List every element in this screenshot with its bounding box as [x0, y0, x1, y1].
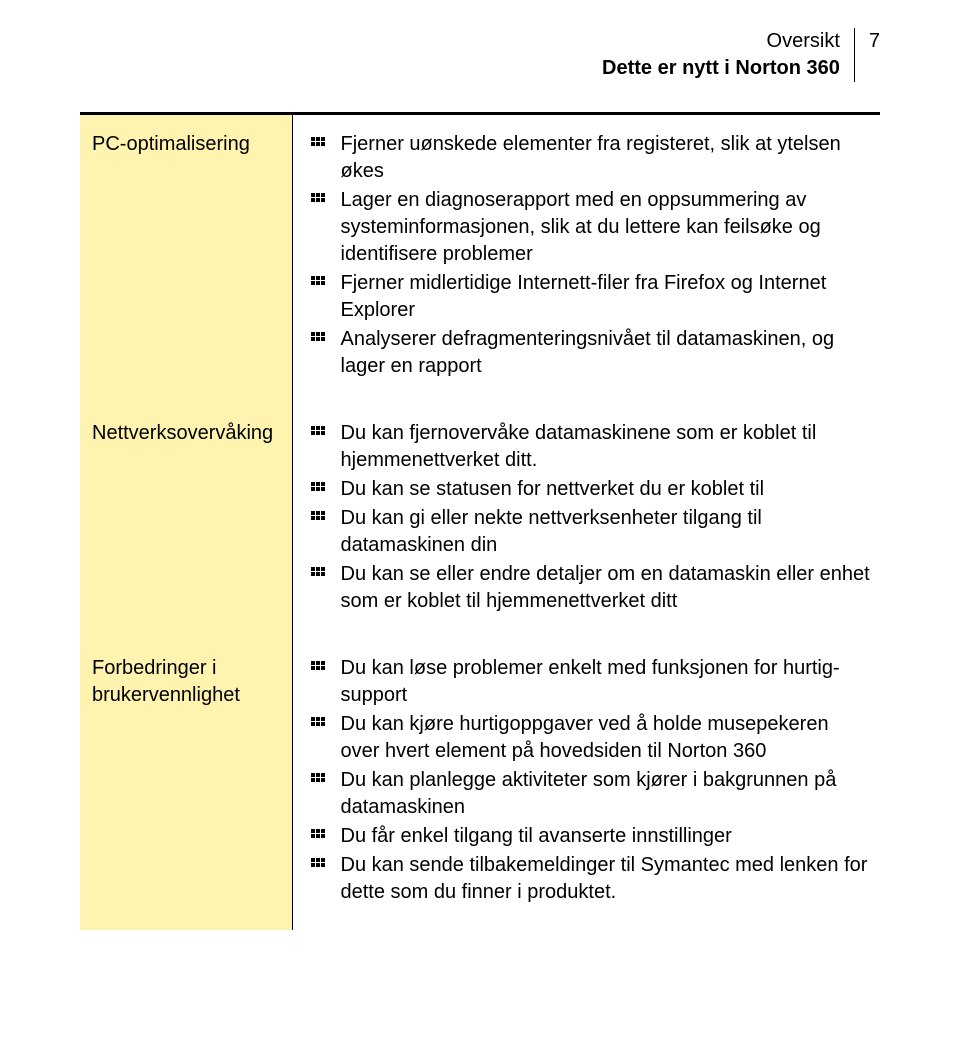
list-item: Du kan sende tilbakemeldinger til Symant… — [311, 852, 873, 906]
row-label-net: Nettverksovervåking — [80, 404, 292, 639]
header-section: Oversikt — [602, 28, 840, 55]
table-row: Forbedringer i brukervennlighet Du kan l… — [80, 639, 880, 930]
row-content-net: Du kan fjernovervåke datamaskinene som e… — [292, 404, 880, 639]
header-row: Oversikt Dette er nytt i Norton 360 7 — [80, 28, 880, 82]
list-item: Du kan se eller endre detaljer om en dat… — [311, 561, 873, 615]
list-item: Analyserer defragmenteringsnivået til da… — [311, 326, 873, 380]
list-item: Du kan planlegge aktiviteter som kjører … — [311, 767, 873, 821]
list-item: Du kan løse problemer enkelt med funksjo… — [311, 655, 873, 709]
row-content-ux: Du kan løse problemer enkelt med funksjo… — [292, 639, 880, 930]
list-item: Du kan se statusen for nettverket du er … — [311, 476, 873, 503]
feature-table-body: PC-optimalisering Fjerner uønskede eleme… — [80, 114, 880, 931]
header-titles: Oversikt Dette er nytt i Norton 360 — [602, 28, 854, 82]
bullet-list: Du kan fjernovervåke datamaskinene som e… — [311, 420, 873, 615]
row-content-pc: Fjerner uønskede elementer fra registere… — [292, 114, 880, 405]
list-item: Fjerner midlertidige Internett-filer fra… — [311, 270, 873, 324]
page-number: 7 — [855, 28, 880, 55]
header-subsection: Dette er nytt i Norton 360 — [602, 55, 840, 82]
table-row: Nettverksovervåking Du kan fjernovervåke… — [80, 404, 880, 639]
list-item: Du kan gi eller nekte nettverksenheter t… — [311, 505, 873, 559]
list-item: Fjerner uønskede elementer fra registere… — [311, 131, 873, 185]
bullet-list: Du kan løse problemer enkelt med funksjo… — [311, 655, 873, 906]
feature-table: PC-optimalisering Fjerner uønskede eleme… — [80, 112, 880, 930]
row-label-ux: Forbedringer i brukervennlighet — [80, 639, 292, 930]
table-row: PC-optimalisering Fjerner uønskede eleme… — [80, 114, 880, 405]
row-label-pc: PC-optimalisering — [80, 114, 292, 405]
list-item: Du får enkel tilgang til avanserte innst… — [311, 823, 873, 850]
page-header: Oversikt Dette er nytt i Norton 360 7 — [80, 28, 880, 82]
list-item: Du kan kjøre hurtigoppgaver ved å holde … — [311, 711, 873, 765]
list-item: Lager en diagnoserapport med en oppsumme… — [311, 187, 873, 268]
list-item: Du kan fjernovervåke datamaskinene som e… — [311, 420, 873, 474]
page: Oversikt Dette er nytt i Norton 360 7 PC… — [0, 0, 960, 1047]
bullet-list: Fjerner uønskede elementer fra registere… — [311, 131, 873, 380]
